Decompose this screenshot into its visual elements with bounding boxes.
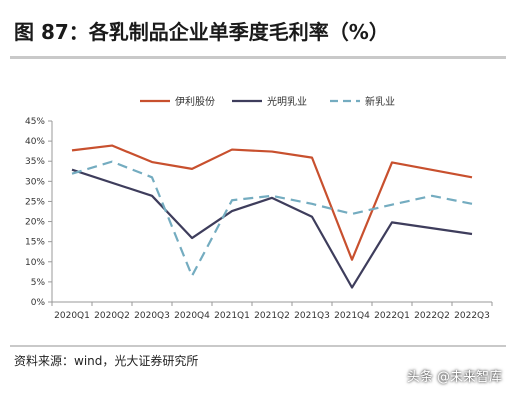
series-line-1 [71, 144, 473, 261]
x-tick-label: 2020Q1 [54, 311, 90, 321]
legend-label-1: 伊利股份 [175, 96, 215, 108]
x-tick-label: 2021Q2 [254, 311, 290, 321]
y-tick-label: 5% [31, 278, 46, 288]
x-tick-label: 2022Q2 [414, 311, 450, 321]
x-tick-label: 2021Q4 [334, 311, 370, 321]
series-line-2 [71, 168, 473, 289]
series-line-3 [71, 160, 473, 277]
x-tick-label: 2021Q3 [294, 311, 330, 321]
x-tick-label: 2022Q3 [454, 311, 490, 321]
y-tick-label: 25% [25, 197, 45, 207]
y-tick-label: 0% [31, 298, 46, 308]
y-tick-label: 30% [25, 177, 45, 187]
legend-label-2: 光明乳业 [267, 95, 307, 108]
chart-title: 图 87：各乳制品企业单季度毛利率（%） [14, 20, 389, 44]
legend: 伊利股份 光明乳业 新乳业 [140, 95, 395, 108]
x-axis-tick-labels: 2020Q1 2020Q2 2020Q3 2020Q4 2021Q1 2021Q2 2021… [54, 311, 490, 321]
x-tick-label: 2020Q4 [174, 311, 210, 321]
x-tick-label: 2020Q3 [134, 311, 170, 321]
source-divider [10, 345, 506, 347]
series-lines [71, 144, 473, 289]
x-tick-label: 2022Q1 [374, 311, 410, 321]
y-tick-label: 15% [25, 238, 45, 248]
legend-label-3: 新乳业 [365, 95, 395, 108]
x-tick-label: 2020Q2 [94, 311, 130, 321]
x-tick-label: 2021Q1 [214, 311, 250, 321]
title-divider [10, 56, 506, 59]
y-tick-label: 45% [25, 117, 45, 127]
title-bar: 图 87：各乳制品企业单季度毛利率（%） [0, 0, 516, 58]
y-tick-label: 10% [25, 258, 45, 268]
y-tick-label: 35% [25, 157, 45, 167]
y-axis-tick-labels: 0% 5% 10% 15% 20% 25% 30% 35% 40% 45% [25, 117, 45, 308]
y-tick-label: 20% [25, 218, 45, 228]
watermark: 头条 @未来智库 [406, 370, 502, 385]
source-note: 资料来源：wind，光大证券研究所 [14, 354, 199, 368]
y-tick-label: 40% [25, 137, 45, 147]
axes [48, 120, 493, 306]
line-chart: 伊利股份 光明乳业 新乳业 0% 5% 10% 15% 20% 25% 30% 35% 40% 45%… [25, 95, 493, 321]
